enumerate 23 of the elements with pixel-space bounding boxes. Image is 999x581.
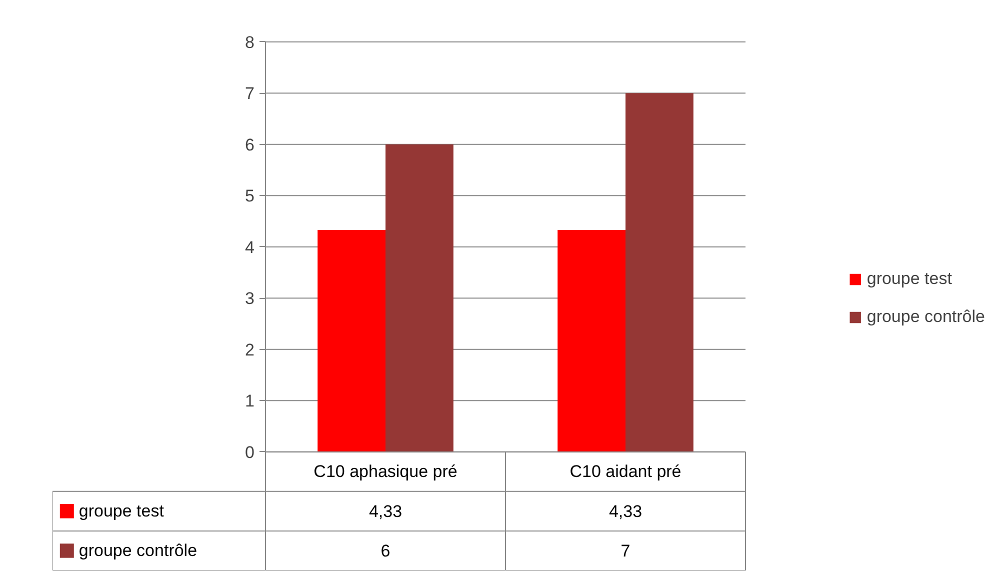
- y-tick-label: 8: [245, 32, 255, 52]
- y-tick-label: 0: [245, 442, 255, 462]
- text: groupe test: [866, 268, 952, 288]
- y-tick-label: 3: [245, 289, 255, 308]
- x-tick-label: C10 aidant pré: [570, 462, 682, 482]
- x-tick-label: C10 aphasique pré: [314, 462, 458, 482]
- legend-label: groupe contrôle: [866, 306, 985, 326]
- y-tick-label: 4: [245, 238, 255, 257]
- data-label: 4,33: [368, 502, 402, 522]
- data-label: 6: [380, 542, 390, 561]
- bar: [318, 230, 386, 452]
- y-tick-label: 2: [245, 340, 255, 360]
- bar: [386, 144, 454, 452]
- y-tick-label: 7: [245, 84, 255, 104]
- data-label: 7: [620, 542, 630, 561]
- data-label: 4,33: [608, 502, 642, 522]
- bar: [558, 230, 626, 452]
- text: groupe contrôle: [78, 541, 198, 560]
- bar: [626, 93, 694, 452]
- y-tick-label: 6: [245, 135, 255, 154]
- y-tick-label: 5: [245, 186, 255, 206]
- y-tick-label: 1: [245, 392, 255, 411]
- legend-label: groupe test: [78, 502, 164, 521]
